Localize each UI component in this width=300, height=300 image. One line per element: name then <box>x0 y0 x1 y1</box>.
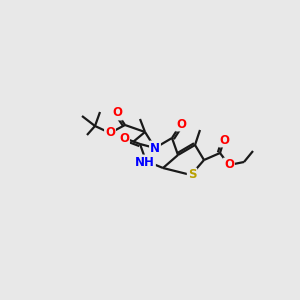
Text: O: O <box>224 158 234 172</box>
Text: O: O <box>219 134 229 146</box>
Text: N: N <box>150 142 160 154</box>
Text: O: O <box>105 127 115 140</box>
Text: S: S <box>188 169 196 182</box>
Text: NH: NH <box>135 155 155 169</box>
Text: O: O <box>119 131 129 145</box>
Text: O: O <box>176 118 186 130</box>
Text: O: O <box>112 106 122 119</box>
